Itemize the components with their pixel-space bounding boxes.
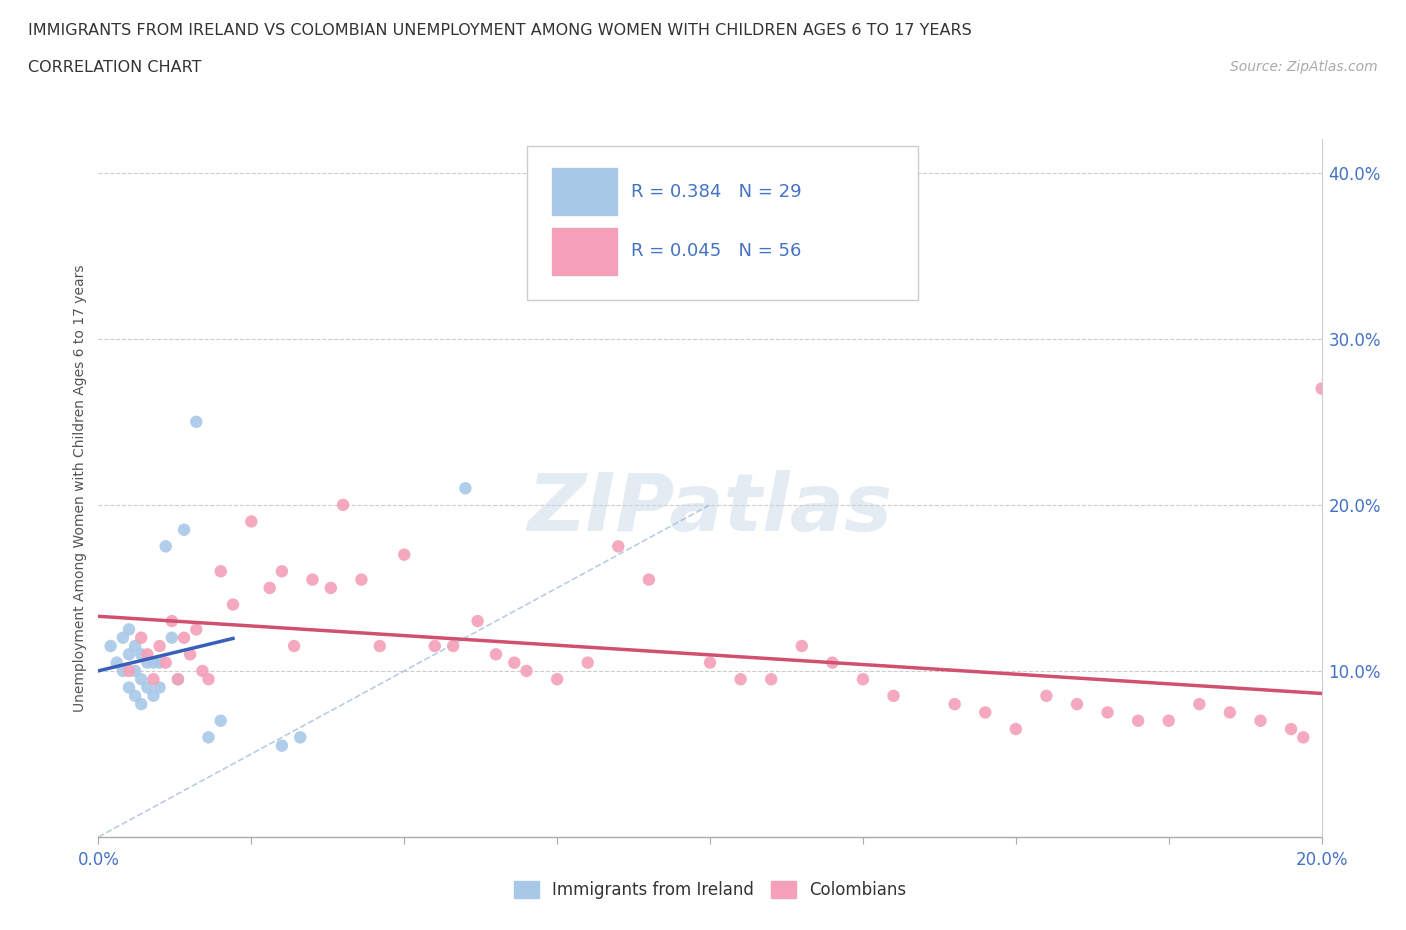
Point [319,580,342,595]
Point [160,614,183,629]
Point [160,631,183,645]
Point [485,647,508,662]
Text: IMMIGRANTS FROM IRELAND VS COLOMBIAN UNEMPLOYMENT AMONG WOMEN WITH CHILDREN AGES: IMMIGRANTS FROM IRELAND VS COLOMBIAN UNE… [28,23,972,38]
Point [301,572,323,587]
Point [290,730,312,745]
Point [155,656,177,671]
Point [1066,697,1088,711]
Point [423,639,446,654]
Point [883,688,905,703]
Point [1219,705,1241,720]
Point [1157,713,1180,728]
Point [136,656,159,671]
Point [136,647,159,662]
Point [186,622,208,637]
Point [118,680,141,695]
Point [167,671,190,686]
Point [240,514,263,529]
Point [974,705,997,720]
Point [1035,688,1057,703]
Point [118,663,141,678]
Point [129,697,152,711]
Point [821,656,844,671]
Text: R = 0.384   N = 29: R = 0.384 N = 29 [630,183,801,201]
Point [503,656,526,671]
Point [197,730,219,745]
Point [173,523,195,538]
Point [259,580,281,595]
Point [1310,381,1333,396]
Point [1097,705,1119,720]
Legend: Immigrants from Ireland, Colombians: Immigrants from Ireland, Colombians [508,874,912,906]
Point [149,639,172,654]
Point [283,639,305,654]
Point [1292,730,1315,745]
Point [155,539,177,554]
Point [105,656,128,671]
Point [124,688,146,703]
Point [209,713,232,728]
Point [392,547,416,562]
Point [1249,713,1271,728]
Point [142,688,165,703]
Point [699,656,721,671]
Point [142,656,165,671]
Point [607,539,630,554]
FancyBboxPatch shape [551,167,619,217]
Point [546,671,568,686]
Point [167,671,190,686]
FancyBboxPatch shape [551,227,619,275]
Point [852,671,875,686]
Point [186,415,208,430]
Point [441,639,464,654]
Point [576,656,599,671]
Point [790,639,813,654]
Point [129,671,152,686]
Text: CORRELATION CHART: CORRELATION CHART [28,60,201,75]
Point [118,647,141,662]
FancyBboxPatch shape [526,147,918,300]
Point [730,671,752,686]
Point [100,639,122,654]
Point [270,564,292,578]
Point [516,663,538,678]
Point [142,671,165,686]
Point [124,639,146,654]
Point [1188,697,1211,711]
Point [149,680,172,695]
Point [1004,722,1026,737]
Point [129,631,152,645]
Point [332,498,354,512]
Text: Source: ZipAtlas.com: Source: ZipAtlas.com [1230,60,1378,74]
Point [191,663,214,678]
Point [637,572,661,587]
Point [270,738,292,753]
Point [350,572,373,587]
Point [1279,722,1302,737]
Point [111,631,134,645]
Point [173,631,195,645]
Point [197,671,219,686]
Y-axis label: Unemployment Among Women with Children Ages 6 to 17 years: Unemployment Among Women with Children A… [73,264,87,712]
Text: ZIPatlas: ZIPatlas [527,471,893,548]
Point [943,697,966,711]
Point [118,622,141,637]
Point [111,663,134,678]
Point [136,680,159,695]
Point [124,663,146,678]
Point [222,597,245,612]
Point [454,481,477,496]
Text: R = 0.045   N = 56: R = 0.045 N = 56 [630,242,801,260]
Point [1128,713,1150,728]
Point [129,647,152,662]
Point [179,647,201,662]
Point [759,671,782,686]
Point [368,639,391,654]
Point [467,614,489,629]
Point [209,564,232,578]
Point [149,656,172,671]
